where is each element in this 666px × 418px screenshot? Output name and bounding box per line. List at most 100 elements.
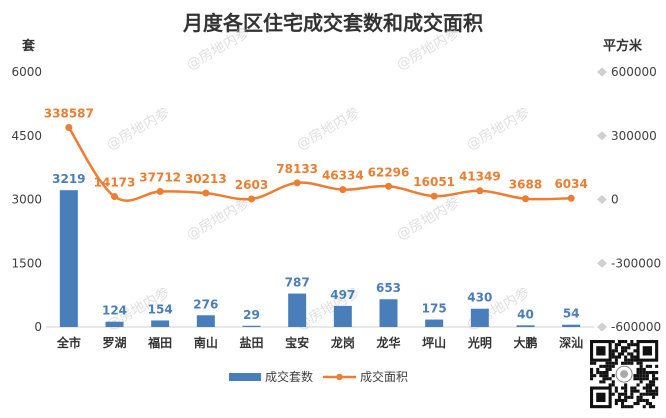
qr-module (624, 349, 628, 353)
qr-module (599, 364, 603, 368)
y-right-tick-label: 0 (611, 193, 619, 207)
line-value-label: 6034 (554, 177, 587, 191)
line-marker (430, 192, 438, 200)
qr-module (627, 395, 631, 399)
qr-module (617, 352, 621, 356)
x-tick-label: 福田 (147, 335, 172, 350)
qr-module (599, 374, 603, 378)
qr-module (639, 395, 643, 399)
line-marker (567, 194, 575, 202)
qr-module (621, 386, 625, 390)
bar-value-label: 787 (285, 276, 310, 290)
qr-module (624, 361, 628, 365)
qr-module (633, 386, 637, 390)
qr-module (611, 380, 615, 384)
bar (425, 319, 444, 327)
qr-module (639, 371, 643, 375)
bar (333, 305, 352, 327)
x-tick-label: 全市 (56, 335, 81, 350)
qr-module (633, 377, 637, 381)
qr-module (590, 361, 594, 365)
qr-module (645, 402, 649, 406)
legend-label-line: 成交面积 (360, 369, 408, 384)
qr-module (630, 340, 634, 344)
qr-module (642, 392, 646, 396)
line-marker (385, 182, 392, 190)
legend-label-bar: 成交套数 (265, 369, 313, 384)
line-value-label: 30213 (185, 172, 227, 186)
qr-module (608, 383, 612, 387)
qr-module (655, 386, 659, 390)
line-marker (202, 189, 210, 197)
qr-module (642, 398, 646, 402)
qr-module (636, 402, 640, 406)
axes: 0 1500 3000 4500 6000 -600000 -300000 0 300000 60… (11, 65, 661, 350)
qr-module (645, 386, 649, 390)
x-tick-label: 深汕 (559, 335, 583, 350)
y-right-tick-label: 300000 (611, 129, 657, 143)
qr-module (602, 377, 606, 381)
qr-logo-dot (620, 370, 629, 379)
qr-module (602, 364, 606, 368)
line-marker (111, 192, 118, 200)
qr-module (630, 358, 634, 362)
bar-value-label: 40 (517, 307, 534, 321)
qr-module (630, 352, 634, 356)
x-tick-label: 大鹏 (513, 335, 537, 350)
qr-module (611, 383, 615, 387)
qr-module (599, 380, 603, 384)
qr-module (627, 346, 631, 350)
bar (516, 325, 535, 327)
qr-module (633, 355, 637, 359)
qr-module (605, 367, 609, 371)
qr-module (633, 343, 637, 347)
line-marker (522, 195, 529, 203)
qr-module (648, 392, 652, 396)
qr-module (608, 377, 612, 381)
x-tick-label: 盐田 (239, 335, 263, 350)
y-right-tick-marker (597, 322, 607, 332)
qr-module (633, 358, 637, 362)
watermark-text: @房地内参 (464, 104, 533, 154)
qr-module (655, 392, 659, 396)
y-right-tick-label: -600000 (611, 320, 661, 334)
bar (242, 325, 261, 327)
qr-module (655, 377, 659, 381)
qr-module (639, 380, 643, 384)
qr-module (645, 374, 649, 378)
qr-module (652, 371, 656, 375)
qr-module (611, 355, 615, 359)
qr-module (652, 405, 656, 409)
x-tick-label: 罗湖 (102, 335, 126, 350)
qr-module (627, 358, 631, 362)
qr-module (590, 367, 594, 371)
qr-module (627, 405, 631, 409)
qr-module (633, 389, 637, 393)
y-left-tick-label: 1500 (11, 256, 42, 270)
y-left-tick-label: 4500 (11, 129, 42, 143)
qr-module (642, 377, 646, 381)
line-value-label: 338587 (44, 107, 94, 121)
qr-module (652, 389, 656, 393)
qr-module (636, 389, 640, 393)
x-tick-label: 光明 (467, 335, 492, 350)
qr-module (611, 364, 615, 368)
qr-module (648, 405, 652, 409)
qr-module (630, 405, 634, 409)
bar-value-label: 430 (467, 291, 492, 305)
qr-module (617, 355, 621, 359)
qr-module (624, 383, 628, 387)
qr-module (621, 349, 625, 353)
qr-module (648, 371, 652, 375)
qr-module (636, 367, 640, 371)
qr-module (627, 343, 631, 347)
line-value-label: 41349 (459, 170, 501, 184)
line-marker (248, 195, 255, 203)
qr-module (645, 371, 649, 375)
qr-module (639, 392, 643, 396)
qr-module (633, 374, 637, 378)
qr-module (636, 361, 640, 365)
qr-finder-core (596, 346, 606, 356)
qr-module (636, 371, 640, 375)
qr-module (621, 398, 625, 402)
